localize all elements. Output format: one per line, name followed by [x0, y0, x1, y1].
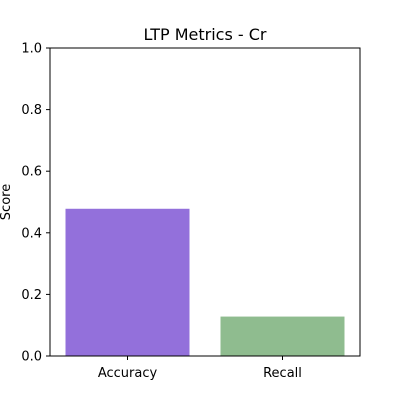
y-tick-label: 1.0 — [21, 42, 42, 57]
y-tick-label: 0.8 — [21, 103, 42, 118]
y-tick-label: 0.0 — [21, 350, 42, 365]
y-tick-label: 0.2 — [21, 288, 42, 303]
bar-accuracy — [65, 208, 190, 356]
chart-title: LTP Metrics - Cr — [144, 25, 267, 44]
y-axis-label: Score — [0, 184, 14, 220]
x-tick-label: Accuracy — [98, 366, 158, 381]
x-tick-label: Recall — [263, 366, 302, 381]
plot-frame — [49, 47, 361, 357]
plot-area: Accuracy Recall 0.0 0.2 0.4 0.6 0.8 1.0 — [21, 42, 361, 381]
bar-recall — [220, 316, 345, 356]
y-tick-label: 0.4 — [21, 226, 42, 241]
y-tick-label: 0.6 — [21, 165, 42, 180]
